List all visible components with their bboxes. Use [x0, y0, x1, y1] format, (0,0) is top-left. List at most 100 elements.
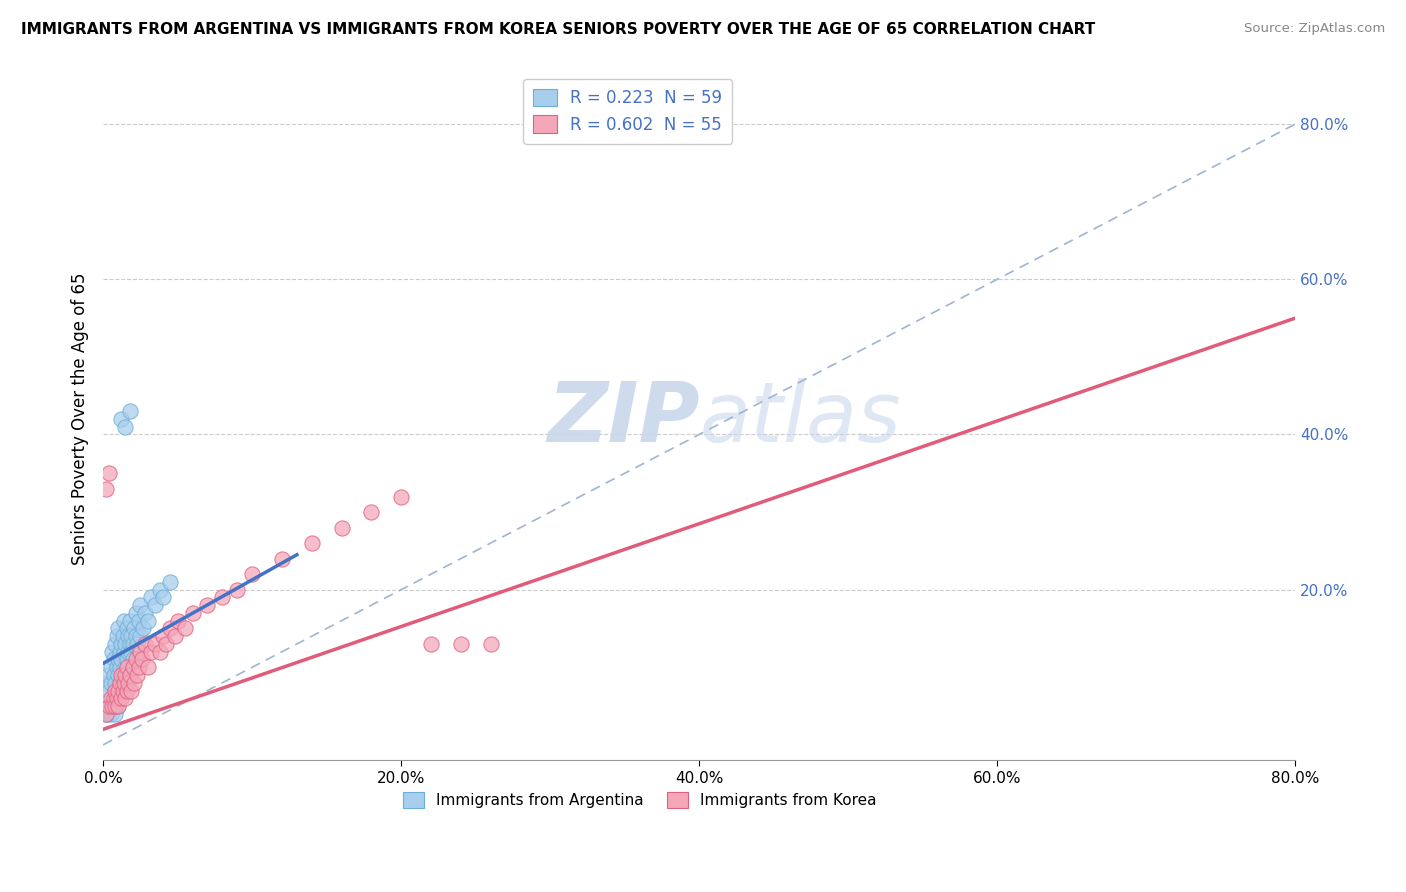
- Point: [120, 629, 142, 643]
- Point: [139, 591, 162, 605]
- Point: [98, 683, 121, 698]
- Point: [129, 645, 152, 659]
- Point: [105, 629, 128, 643]
- Text: IMMIGRANTS FROM ARGENTINA VS IMMIGRANTS FROM KOREA SENIORS POVERTY OVER THE AGE : IMMIGRANTS FROM ARGENTINA VS IMMIGRANTS …: [21, 22, 1095, 37]
- Point: [104, 637, 127, 651]
- Point: [114, 668, 136, 682]
- Point: [110, 637, 132, 651]
- Point: [124, 675, 146, 690]
- Point: [110, 668, 132, 682]
- Point: [94, 706, 117, 721]
- Point: [240, 567, 263, 582]
- Point: [98, 699, 121, 714]
- Point: [197, 598, 219, 612]
- Point: [118, 668, 141, 682]
- Point: [271, 551, 294, 566]
- Point: [97, 668, 120, 682]
- Point: [111, 629, 134, 643]
- Point: [120, 645, 142, 659]
- Point: [117, 675, 139, 690]
- Point: [103, 691, 125, 706]
- Point: [139, 645, 162, 659]
- Point: [110, 652, 132, 666]
- Text: ZIP: ZIP: [547, 378, 699, 459]
- Point: [110, 691, 132, 706]
- Point: [389, 490, 412, 504]
- Point: [112, 645, 135, 659]
- Point: [117, 629, 139, 643]
- Point: [98, 467, 121, 481]
- Point: [105, 660, 128, 674]
- Point: [152, 629, 174, 643]
- Point: [97, 706, 120, 721]
- Point: [104, 683, 127, 698]
- Point: [94, 675, 117, 690]
- Point: [149, 582, 172, 597]
- Point: [107, 622, 129, 636]
- Point: [100, 706, 122, 721]
- Point: [330, 520, 353, 534]
- Point: [143, 637, 166, 651]
- Point: [107, 699, 129, 714]
- Point: [94, 482, 117, 496]
- Point: [100, 660, 122, 674]
- Point: [108, 660, 131, 674]
- Point: [122, 660, 145, 674]
- Point: [115, 660, 138, 674]
- Point: [108, 645, 131, 659]
- Point: [136, 660, 159, 674]
- Point: [136, 614, 159, 628]
- Point: [104, 706, 127, 721]
- Point: [107, 668, 129, 682]
- Point: [108, 675, 131, 690]
- Point: [163, 629, 186, 643]
- Point: [117, 645, 139, 659]
- Point: [115, 652, 138, 666]
- Point: [115, 683, 138, 698]
- Point: [114, 419, 136, 434]
- Point: [107, 652, 129, 666]
- Legend: Immigrants from Argentina, Immigrants from Korea: Immigrants from Argentina, Immigrants fr…: [396, 786, 883, 814]
- Point: [103, 652, 125, 666]
- Point: [111, 683, 134, 698]
- Point: [118, 637, 141, 651]
- Point: [152, 591, 174, 605]
- Point: [129, 629, 152, 643]
- Point: [125, 629, 148, 643]
- Point: [105, 691, 128, 706]
- Point: [104, 675, 127, 690]
- Point: [101, 699, 124, 714]
- Point: [115, 622, 138, 636]
- Point: [125, 652, 148, 666]
- Point: [124, 622, 146, 636]
- Point: [110, 412, 132, 426]
- Point: [134, 606, 156, 620]
- Point: [100, 691, 122, 706]
- Point: [94, 706, 117, 721]
- Point: [127, 668, 149, 682]
- Point: [134, 637, 156, 651]
- Point: [114, 691, 136, 706]
- Point: [112, 675, 135, 690]
- Y-axis label: Seniors Poverty Over the Age of 65: Seniors Poverty Over the Age of 65: [72, 273, 89, 566]
- Point: [129, 598, 152, 612]
- Point: [159, 622, 181, 636]
- Point: [128, 614, 150, 628]
- Point: [479, 637, 502, 651]
- Point: [100, 675, 122, 690]
- Point: [125, 606, 148, 620]
- Point: [101, 699, 124, 714]
- Point: [131, 652, 153, 666]
- Point: [155, 637, 177, 651]
- Point: [181, 606, 204, 620]
- Point: [159, 574, 181, 589]
- Point: [120, 683, 142, 698]
- Point: [174, 622, 197, 636]
- Point: [122, 652, 145, 666]
- Point: [420, 637, 443, 651]
- Point: [122, 637, 145, 651]
- Point: [101, 645, 124, 659]
- Text: Source: ZipAtlas.com: Source: ZipAtlas.com: [1244, 22, 1385, 36]
- Point: [132, 622, 155, 636]
- Point: [127, 637, 149, 651]
